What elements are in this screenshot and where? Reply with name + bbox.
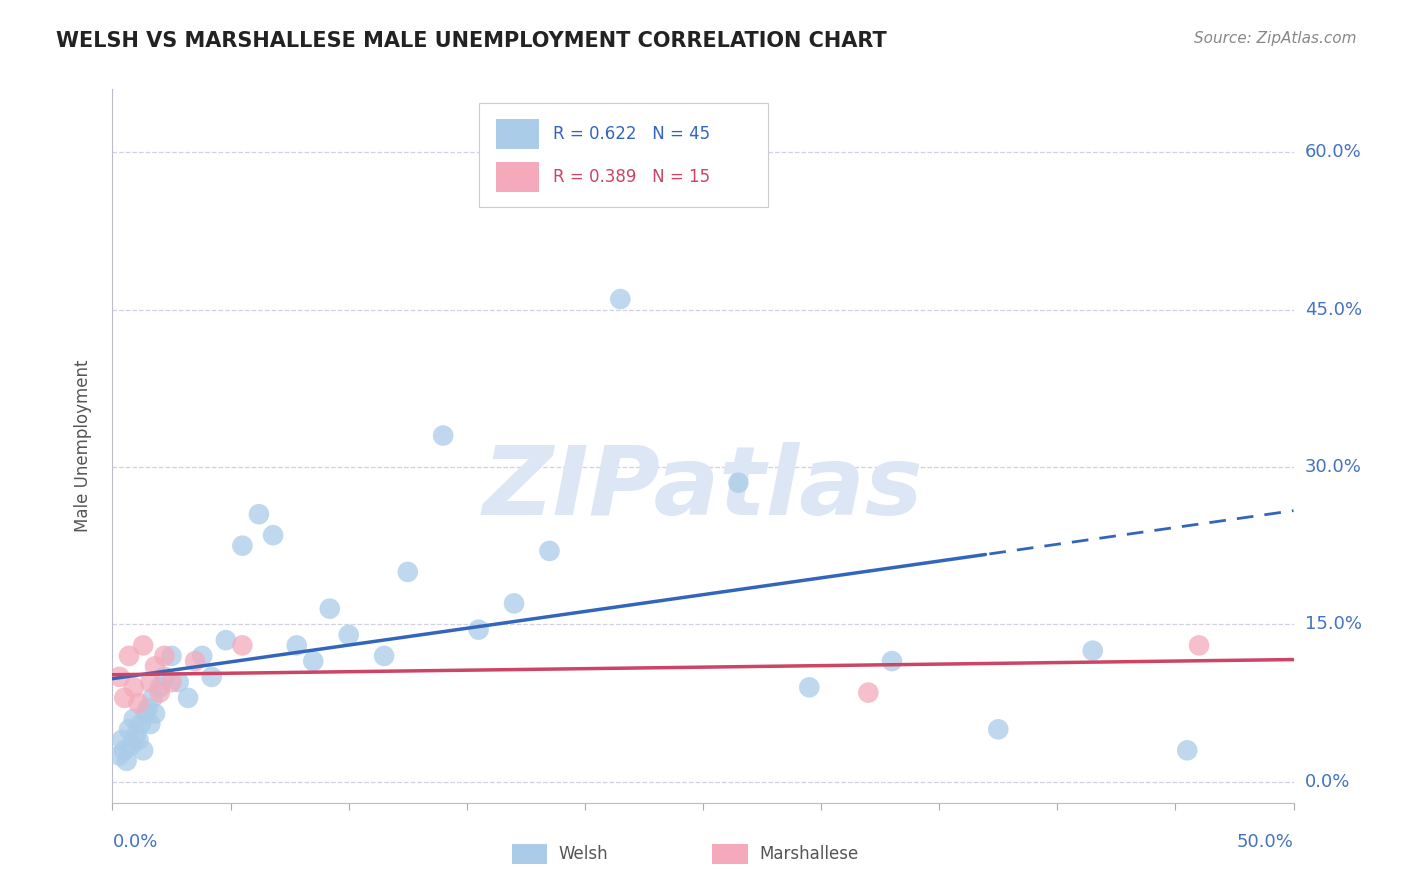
Text: R = 0.622   N = 45: R = 0.622 N = 45 (553, 125, 710, 143)
Point (122, 681, 145, 695)
Point (858, 685, 880, 699)
Point (538, 544, 561, 558)
Text: Source: ZipAtlas.com: Source: ZipAtlas.com (1194, 31, 1357, 46)
FancyBboxPatch shape (512, 844, 547, 864)
Point (142, 690, 165, 705)
Point (127, 696, 149, 710)
Point (880, 654, 903, 668)
Point (139, 675, 162, 690)
Point (132, 639, 155, 653)
Point (1188, 639, 1211, 653)
Text: 0.0%: 0.0% (112, 833, 157, 851)
Point (215, 633, 238, 648)
Point (231, 539, 253, 553)
Text: 30.0%: 30.0% (1305, 458, 1361, 476)
Point (1175, 743, 1198, 757)
Point (609, 292, 631, 306)
Point (285, 639, 308, 653)
Point (111, 732, 134, 747)
Point (139, 717, 162, 731)
Text: 50.0%: 50.0% (1237, 833, 1294, 851)
Text: 0.0%: 0.0% (1305, 772, 1350, 791)
Text: ZIPatlas: ZIPatlas (482, 442, 924, 535)
FancyBboxPatch shape (496, 120, 538, 149)
Point (319, 601, 342, 615)
Point (135, 706, 157, 721)
Point (153, 648, 176, 663)
Point (127, 732, 149, 747)
Point (115, 754, 138, 768)
Text: 60.0%: 60.0% (1305, 143, 1361, 161)
Point (125, 728, 148, 742)
Point (112, 743, 135, 757)
Point (1081, 643, 1104, 657)
Text: R = 0.389   N = 15: R = 0.389 N = 15 (553, 168, 710, 186)
Point (432, 428, 454, 442)
Point (132, 743, 155, 757)
Point (160, 648, 183, 663)
Point (153, 670, 176, 684)
Text: Welsh: Welsh (560, 846, 609, 863)
Point (247, 507, 270, 521)
Text: Marshallese: Marshallese (759, 846, 859, 863)
Point (177, 690, 200, 705)
Point (668, 108, 690, 122)
FancyBboxPatch shape (713, 844, 748, 864)
Point (503, 596, 526, 610)
Point (120, 738, 142, 752)
Text: 15.0%: 15.0% (1305, 615, 1361, 633)
Point (149, 681, 172, 695)
FancyBboxPatch shape (496, 162, 538, 192)
Point (184, 654, 207, 668)
Point (262, 528, 284, 542)
Point (112, 690, 135, 705)
Point (118, 648, 141, 663)
Point (467, 623, 489, 637)
Point (799, 681, 821, 695)
Point (143, 706, 166, 721)
Point (108, 670, 131, 684)
Point (167, 675, 190, 690)
Point (373, 648, 395, 663)
Text: WELSH VS MARSHALLESE MALE UNEMPLOYMENT CORRELATION CHART: WELSH VS MARSHALLESE MALE UNEMPLOYMENT C… (56, 31, 887, 51)
Point (191, 648, 214, 663)
Point (302, 654, 325, 668)
Y-axis label: Male Unemployment: Male Unemployment (73, 359, 91, 533)
Point (201, 670, 224, 684)
Point (108, 748, 131, 763)
Text: 45.0%: 45.0% (1305, 301, 1362, 318)
Point (160, 675, 183, 690)
Point (727, 475, 749, 490)
Point (337, 628, 360, 642)
Point (143, 659, 166, 673)
Point (396, 565, 419, 579)
FancyBboxPatch shape (478, 103, 768, 207)
Point (122, 712, 145, 726)
Point (136, 701, 159, 715)
Point (231, 639, 253, 653)
Point (129, 717, 152, 731)
Point (987, 723, 1010, 737)
Point (118, 723, 141, 737)
Point (149, 685, 172, 699)
